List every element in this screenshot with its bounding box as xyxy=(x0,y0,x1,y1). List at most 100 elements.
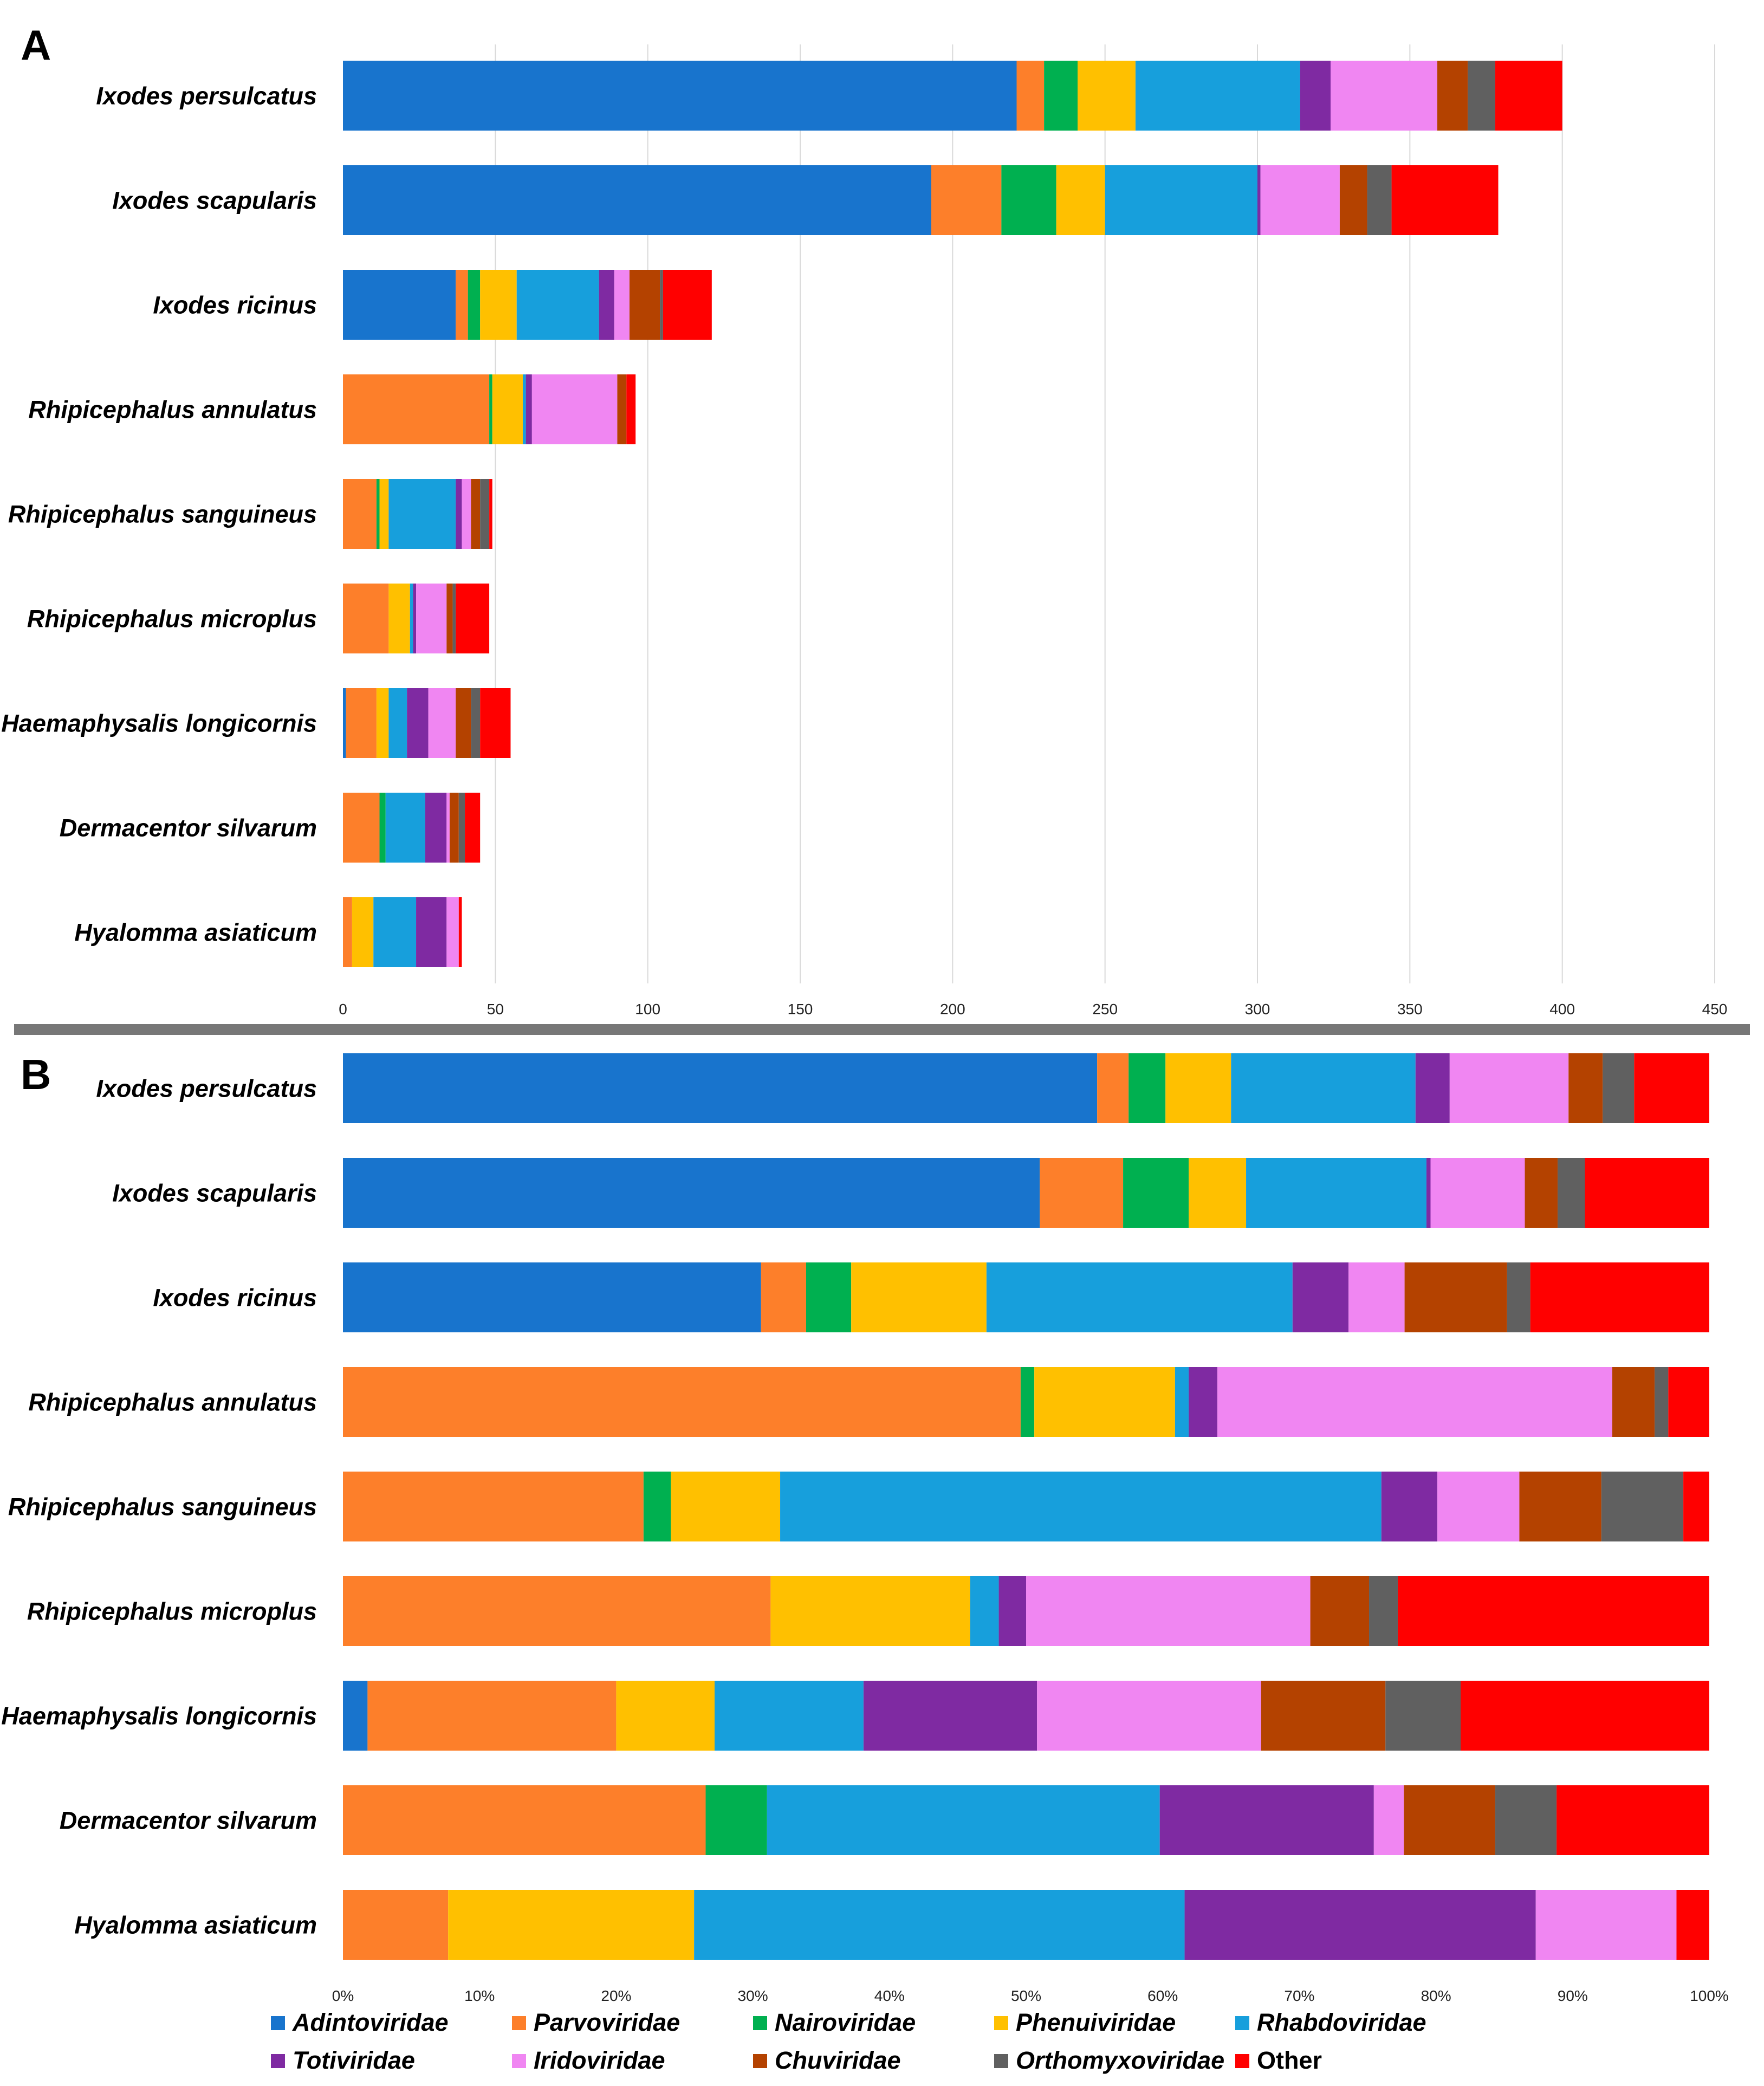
b-bar-ixodes-ricinus-phenuiviridae xyxy=(851,1262,987,1332)
a-bar-haemaphysalis-longicornis-parvoviridae xyxy=(346,688,377,758)
a-bar-ixodes-ricinus-orthomyxoviridae xyxy=(660,270,663,340)
a-bar-hyalomma-asiaticum-totiviridae xyxy=(416,897,447,967)
b-x-tick-label: 20% xyxy=(601,1987,631,2004)
a-x-tick-label: 100 xyxy=(635,1001,660,1018)
b-bar-rhipicephalus-sanguineus-orthomyxoviridae xyxy=(1601,1472,1684,1541)
a-bar-rhipicephalus-sanguineus-parvoviridae xyxy=(343,479,377,549)
a-x-tick-label: 350 xyxy=(1397,1001,1423,1018)
b-bar-rhipicephalus-annulatus-iridoviridae xyxy=(1217,1367,1612,1437)
a-category-label: Ixodes scapularis xyxy=(112,187,317,215)
a-bar-hyalomma-asiaticum-phenuiviridae xyxy=(352,897,374,967)
b-bar-haemaphysalis-longicornis-chuviridae xyxy=(1261,1681,1386,1751)
b-bar-haemaphysalis-longicornis-phenuiviridae xyxy=(616,1681,715,1751)
a-bar-haemaphysalis-longicornis-chuviridae xyxy=(456,688,471,758)
a-bar-ixodes-ricinus-adintoviridae xyxy=(343,270,456,340)
b-bar-ixodes-ricinus-iridoviridae xyxy=(1348,1262,1405,1332)
a-x-tick-label: 250 xyxy=(1092,1001,1118,1018)
b-bar-ixodes-scapularis-nairoviridae xyxy=(1123,1158,1189,1228)
b-bar-rhipicephalus-microplus-parvoviridae xyxy=(343,1576,771,1646)
b-category-label: Hyalomma asiaticum xyxy=(74,1912,317,1939)
a-category-label: Rhipicephalus annulatus xyxy=(28,396,317,424)
a-bar-haemaphysalis-longicornis-adintoviridae xyxy=(343,688,346,758)
b-bar-ixodes-ricinus-totiviridae xyxy=(1292,1262,1349,1332)
b-bar-ixodes-scapularis-rhabdoviridae xyxy=(1246,1158,1426,1228)
b-bar-haemaphysalis-longicornis-other xyxy=(1460,1681,1709,1751)
a-category-label: Ixodes persulcatus xyxy=(96,82,317,110)
b-bar-ixodes-ricinus-other xyxy=(1530,1262,1709,1332)
a-bar-ixodes-ricinus-parvoviridae xyxy=(456,270,468,340)
b-bar-ixodes-scapularis-orthomyxoviridae xyxy=(1558,1158,1585,1228)
a-bar-hyalomma-asiaticum-other xyxy=(458,897,462,967)
a-x-tick-label: 450 xyxy=(1702,1001,1728,1018)
b-bar-rhipicephalus-sanguineus-other xyxy=(1683,1472,1709,1541)
a-x-tick-label: 0 xyxy=(339,1001,347,1018)
b-bar-rhipicephalus-annulatus-phenuiviridae xyxy=(1034,1367,1175,1437)
b-bar-ixodes-ricinus-nairoviridae xyxy=(806,1262,852,1332)
legend-swatch-chuviridae xyxy=(753,2054,767,2068)
legend-swatch-adintoviridae xyxy=(271,2016,285,2030)
b-bar-hyalomma-asiaticum-parvoviridae xyxy=(343,1890,449,1960)
legend: Adintoviridae Parvoviridae Nairoviridae Phe… xyxy=(271,2009,1426,2074)
a-bar-ixodes-persulcatus-chuviridae xyxy=(1437,61,1468,131)
a-bar-ixodes-scapularis-other xyxy=(1391,165,1499,235)
a-x-tick-label: 200 xyxy=(940,1001,965,1018)
a-bar-ixodes-ricinus-totiviridae xyxy=(599,270,614,340)
a-bar-haemaphysalis-longicornis-totiviridae xyxy=(407,688,429,758)
legend-label-other: Other xyxy=(1257,2046,1322,2074)
b-bar-ixodes-persulcatus-rhabdoviridae xyxy=(1231,1053,1416,1123)
legend-swatch-phenuiviridae xyxy=(994,2016,1008,2030)
a-bar-ixodes-ricinus-rhabdoviridae xyxy=(516,270,599,340)
b-x-tick-label: 40% xyxy=(874,1987,905,2004)
a-bar-rhipicephalus-sanguineus-phenuiviridae xyxy=(379,479,389,549)
a-bar-ixodes-ricinus-chuviridae xyxy=(629,270,660,340)
legend-swatch-iridoviridae xyxy=(512,2054,526,2068)
b-x-tick-label: 90% xyxy=(1558,1987,1588,2004)
a-bar-ixodes-persulcatus-phenuiviridae xyxy=(1078,61,1136,131)
b-bar-dermacentor-silvarum-orthomyxoviridae xyxy=(1495,1785,1557,1855)
a-bar-rhipicephalus-annulatus-other xyxy=(626,374,636,444)
a-bar-ixodes-persulcatus-adintoviridae xyxy=(343,61,1017,131)
a-bar-ixodes-persulcatus-other xyxy=(1495,61,1562,131)
a-bar-rhipicephalus-annulatus-parvoviridae xyxy=(343,374,490,444)
b-bar-haemaphysalis-longicornis-totiviridae xyxy=(863,1681,1037,1751)
a-bar-ixodes-ricinus-iridoviridae xyxy=(614,270,630,340)
a-bar-ixodes-persulcatus-orthomyxoviridae xyxy=(1468,61,1495,131)
a-bar-ixodes-scapularis-totiviridae xyxy=(1257,165,1261,235)
b-bar-ixodes-persulcatus-iridoviridae xyxy=(1449,1053,1569,1123)
b-category-label: Rhipicephalus microplus xyxy=(27,1598,317,1625)
b-bar-dermacentor-silvarum-nairoviridae xyxy=(705,1785,767,1855)
b-bar-ixodes-persulcatus-parvoviridae xyxy=(1097,1053,1129,1123)
a-bar-haemaphysalis-longicornis-orthomyxoviridae xyxy=(471,688,481,758)
a-x-tick-label: 50 xyxy=(487,1001,504,1018)
a-bar-haemaphysalis-longicornis-phenuiviridae xyxy=(376,688,389,758)
a-category-label: Hyalomma asiaticum xyxy=(74,919,317,947)
a-bar-rhipicephalus-annulatus-iridoviridae xyxy=(531,374,618,444)
legend-label-phenuiviridae: Phenuiviridae xyxy=(1016,2009,1176,2036)
panel-a-chart: 0 50 100 150 200 250 300 350 400 450 Ixodes persul… xyxy=(1,44,1727,1018)
b-bar-rhipicephalus-sanguineus-iridoviridae xyxy=(1437,1472,1520,1541)
a-bar-rhipicephalus-sanguineus-nairoviridae xyxy=(376,479,380,549)
b-bar-rhipicephalus-annulatus-nairoviridae xyxy=(1020,1367,1035,1437)
a-bar-haemaphysalis-longicornis-iridoviridae xyxy=(428,688,456,758)
b-bar-dermacentor-silvarum-parvoviridae xyxy=(343,1785,706,1855)
a-bar-rhipicephalus-microplus-other xyxy=(456,584,490,653)
b-bar-rhipicephalus-sanguineus-nairoviridae xyxy=(643,1472,671,1541)
legend-label-totiviridae: Totiviridae xyxy=(293,2046,415,2074)
b-bar-dermacentor-silvarum-iridoviridae xyxy=(1373,1785,1404,1855)
b-category-label: Ixodes persulcatus xyxy=(96,1075,317,1103)
b-bar-rhipicephalus-microplus-orthomyxoviridae xyxy=(1369,1576,1398,1646)
a-bar-rhipicephalus-microplus-chuviridae xyxy=(446,584,453,653)
a-bar-haemaphysalis-longicornis-other xyxy=(480,688,511,758)
a-bar-ixodes-scapularis-nairoviridae xyxy=(1001,165,1056,235)
legend-label-orthomyxoviridae: Orthomyxoviridae xyxy=(1016,2046,1224,2074)
a-bar-ixodes-scapularis-phenuiviridae xyxy=(1056,165,1105,235)
b-category-label: Dermacentor silvarum xyxy=(60,1807,317,1835)
a-bar-ixodes-scapularis-orthomyxoviridae xyxy=(1367,165,1392,235)
b-bar-rhipicephalus-sanguineus-phenuiviridae xyxy=(671,1472,781,1541)
legend-label-nairoviridae: Nairoviridae xyxy=(775,2009,916,2036)
b-bar-ixodes-scapularis-other xyxy=(1585,1158,1709,1228)
a-bar-rhipicephalus-microplus-totiviridae xyxy=(413,584,417,653)
a-bar-ixodes-scapularis-parvoviridae xyxy=(931,165,1002,235)
b-x-tick-label: 10% xyxy=(464,1987,495,2004)
